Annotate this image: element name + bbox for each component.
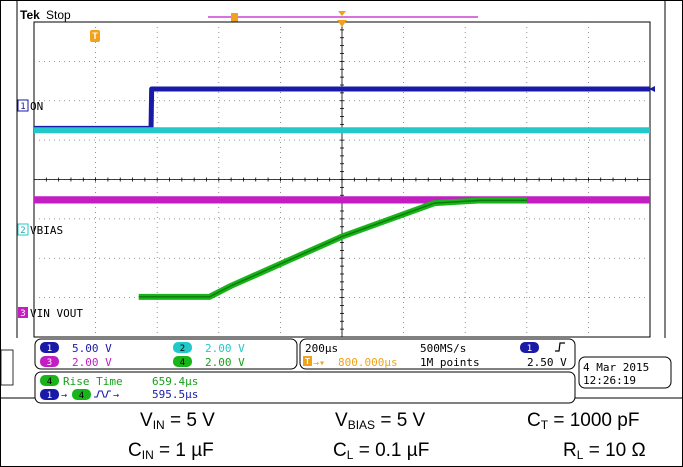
meas1-source-badge — [40, 375, 59, 386]
trigger-source-badge — [520, 342, 539, 353]
meas2-source2-badge — [72, 389, 91, 400]
svg-text:T: T — [305, 357, 310, 366]
svg-text:1: 1 — [47, 391, 52, 401]
capture-time: 12:26:19 — [583, 374, 636, 387]
ch2-ground-marker: 2 — [17, 223, 29, 236]
cond-rl: RL = 10 Ω — [563, 440, 646, 462]
acquisition-state: Stop — [46, 8, 71, 22]
svg-text:→: → — [61, 390, 67, 401]
svg-text:3: 3 — [20, 309, 25, 319]
meas1-value: 659.4µs — [152, 375, 198, 388]
timebase: 200µs — [305, 342, 338, 355]
ch1-badge — [40, 342, 59, 353]
ch1-ground-marker: 1 — [17, 99, 29, 112]
brand-label: Tek — [20, 8, 40, 22]
svg-text:4: 4 — [79, 391, 84, 401]
svg-text:1: 1 — [527, 344, 532, 354]
svg-text:→: → — [113, 390, 119, 401]
readout-panel: 1 5.00 V 2 2.00 V 3 2.00 V 4 2.00 V 200µ… — [34, 338, 672, 404]
svg-text:1: 1 — [20, 102, 25, 112]
trigger-position: 800.000µs — [338, 356, 398, 369]
meas1-label: Rise Time — [63, 375, 123, 388]
trigger-level: 2.50 V — [527, 356, 567, 369]
svg-text:→▾: →▾ — [313, 358, 325, 369]
sample-rate: 500MS/s — [420, 342, 466, 355]
meas2-source1-badge — [40, 389, 59, 400]
record-trigger-marker — [231, 13, 238, 22]
center-marker — [337, 20, 347, 27]
traces — [34, 86, 650, 300]
svg-text:4: 4 — [180, 358, 185, 368]
record-center-marker — [338, 11, 346, 16]
trigger-offset-icon — [303, 356, 312, 366]
trace-vin-vout-core — [138, 199, 527, 298]
ch3-scale: 2.00 V — [72, 356, 112, 369]
ch1-label: ON — [30, 100, 43, 113]
ch34-label: VIN VOUT — [30, 307, 83, 320]
trigger-level-icon — [649, 86, 655, 92]
ch4-badge — [173, 356, 192, 367]
capture-date: 4 Mar 2015 — [583, 361, 649, 374]
cond-cl: CL = 0.1 µF — [333, 440, 430, 462]
svg-text:4: 4 — [47, 377, 52, 387]
ch4-scale: 2.00 V — [205, 356, 245, 369]
svg-text:1: 1 — [47, 344, 52, 354]
rising-edge-icon — [555, 342, 565, 352]
cond-vbias: VBIAS = 5 V — [335, 410, 426, 432]
ch2-label: VBIAS — [30, 224, 63, 237]
cond-cin: CIN = 1 µF — [128, 440, 214, 462]
ch2-badge — [173, 342, 192, 353]
record-length: 1M points — [420, 356, 480, 369]
trigger-position-marker: T — [90, 30, 100, 42]
svg-text:2: 2 — [180, 344, 185, 354]
side-panel-tab — [0, 349, 14, 386]
meas2-value: 595.5µs — [152, 388, 198, 401]
ch3-badge — [40, 356, 59, 367]
ch1-scale: 5.00 V — [72, 342, 112, 355]
cond-vin: VIN = 5 V — [140, 410, 215, 432]
ch2-scale: 2.00 V — [205, 342, 245, 355]
svg-text:3: 3 — [47, 358, 52, 368]
delay-edges-icon — [94, 390, 111, 398]
svg-text:T: T — [92, 31, 98, 41]
cond-ct: CT = 1000 pF — [527, 410, 640, 432]
ch3-ground-marker: 3 — [18, 307, 28, 319]
svg-text:2: 2 — [20, 226, 25, 236]
